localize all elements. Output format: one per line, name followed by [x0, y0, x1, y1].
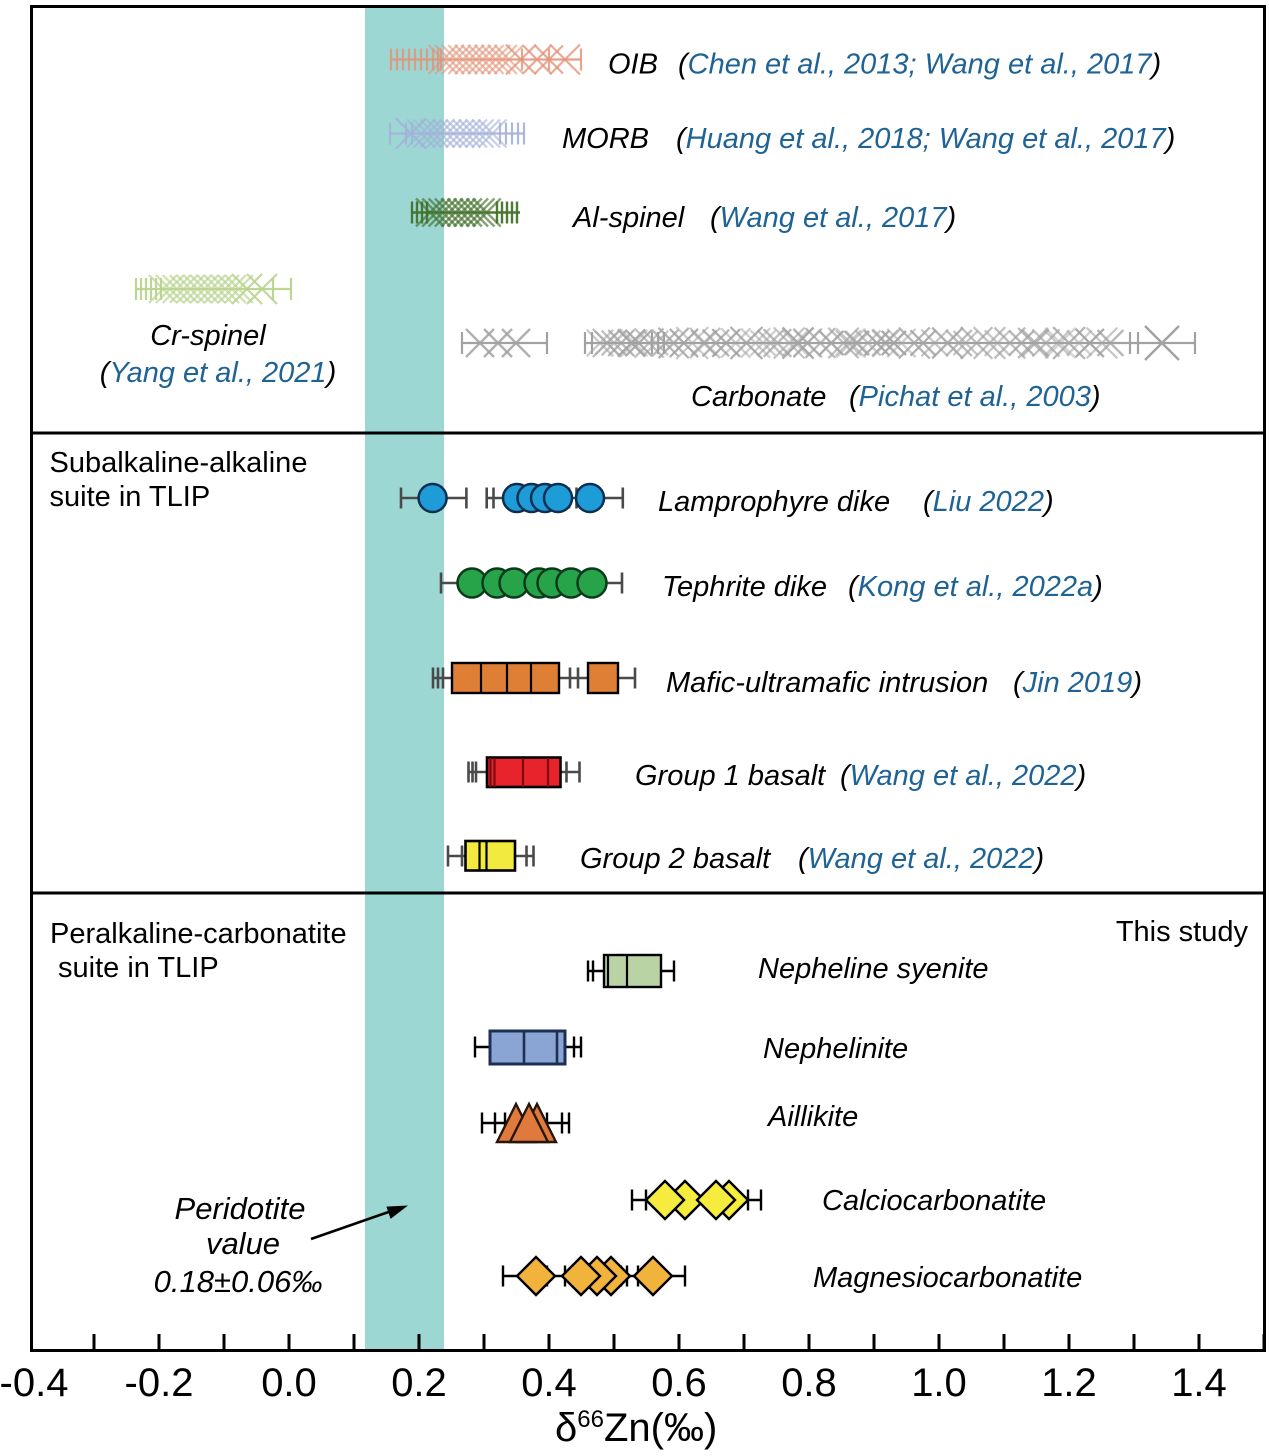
svg-text:1.0: 1.0	[911, 1361, 967, 1405]
svg-text:Nephelinite: Nephelinite	[763, 1033, 908, 1065]
svg-text:suite in TLIP: suite in TLIP	[58, 952, 219, 984]
svg-text:Al-spinel: Al-spinel	[571, 202, 686, 234]
svg-text:(Liu 2022): (Liu 2022)	[923, 486, 1054, 518]
svg-text:0.6: 0.6	[651, 1361, 707, 1405]
svg-text:Peridotite: Peridotite	[175, 1191, 306, 1226]
svg-text:(Kong et al., 2022a): (Kong et al., 2022a)	[848, 571, 1103, 603]
svg-text:(Wang et al., 2022): (Wang et al., 2022)	[798, 843, 1044, 875]
svg-text:(Jin 2019): (Jin 2019)	[1013, 667, 1142, 699]
svg-text:(Yang et al., 2021): (Yang et al., 2021)	[100, 357, 336, 389]
svg-text:(Huang et al., 2018; Wang et a: (Huang et al., 2018; Wang et al., 2017)	[676, 123, 1175, 155]
svg-text:OIB: OIB	[608, 49, 658, 81]
svg-text:0.8: 0.8	[781, 1361, 837, 1405]
svg-text:Cr-spinel: Cr-spinel	[150, 320, 267, 352]
svg-text:Aillikite: Aillikite	[766, 1101, 858, 1133]
svg-text:Peralkaline-carbonatite: Peralkaline-carbonatite	[50, 918, 347, 950]
svg-text:Calciocarbonatite: Calciocarbonatite	[822, 1185, 1046, 1217]
svg-text:0.4: 0.4	[521, 1361, 577, 1405]
svg-text:Group 1 basalt: Group 1 basalt	[635, 760, 827, 792]
svg-text:Subalkaline-alkaline: Subalkaline-alkaline	[50, 447, 308, 479]
svg-text:(Wang et al., 2017): (Wang et al., 2017)	[710, 202, 956, 234]
svg-text:1.4: 1.4	[1171, 1361, 1227, 1405]
svg-text:Nepheline syenite: Nepheline syenite	[758, 953, 989, 985]
svg-text:-0.2: -0.2	[125, 1361, 194, 1405]
svg-text:Mafic-ultramafic intrusion: Mafic-ultramafic intrusion	[666, 667, 988, 699]
svg-text:(Chen et al., 2013; Wang et al: (Chen et al., 2013; Wang et al., 2017)	[678, 49, 1161, 81]
svg-text:Tephrite dike: Tephrite dike	[662, 571, 827, 603]
svg-text:value: value	[206, 1226, 280, 1261]
svg-text:0.2: 0.2	[391, 1361, 447, 1405]
svg-text:Group 2 basalt: Group 2 basalt	[580, 843, 772, 875]
svg-text:-0.4: -0.4	[0, 1361, 68, 1405]
svg-text:MORB: MORB	[562, 123, 649, 155]
svg-text:Lamprophyre dike: Lamprophyre dike	[658, 486, 890, 518]
svg-text:0.18±0.06‰: 0.18±0.06‰	[154, 1264, 323, 1299]
svg-text:0.0: 0.0	[261, 1361, 317, 1405]
svg-text:suite in TLIP: suite in TLIP	[50, 481, 211, 513]
svg-text:Magnesiocarbonatite: Magnesiocarbonatite	[813, 1262, 1082, 1294]
svg-text:1.2: 1.2	[1041, 1361, 1097, 1405]
svg-text:Carbonate: Carbonate	[691, 381, 826, 413]
svg-text:This study: This study	[1116, 916, 1249, 948]
svg-text:(Wang et al., 2022): (Wang et al., 2022)	[840, 760, 1086, 792]
svg-text:(Pichat et al., 2003): (Pichat et al., 2003)	[849, 381, 1101, 413]
